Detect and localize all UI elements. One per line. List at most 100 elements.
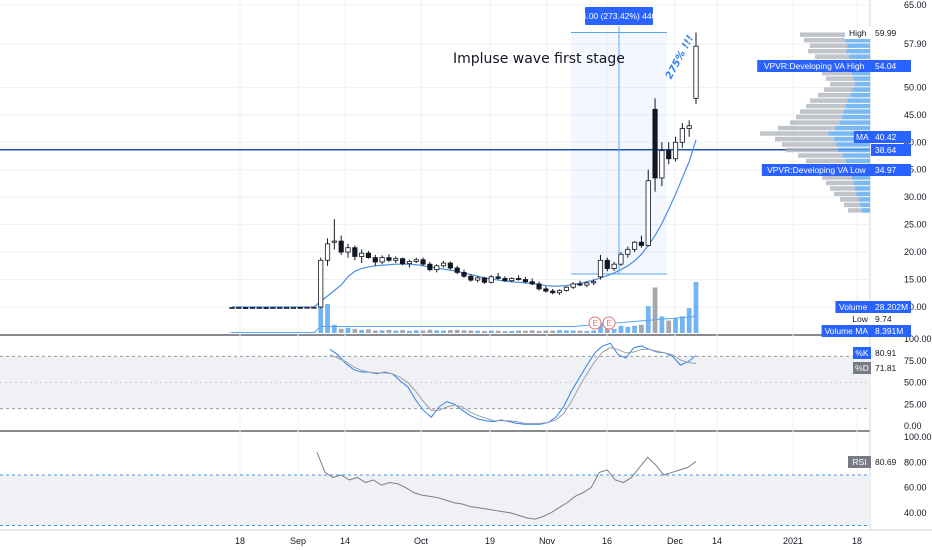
candle-body[interactable] [454, 267, 460, 273]
stoch-tick-label: 50.00 [904, 378, 927, 388]
candle-body[interactable] [365, 252, 372, 258]
candle-body[interactable] [652, 108, 658, 179]
time-tick-label: 2021 [783, 536, 803, 546]
candle-body[interactable] [277, 307, 283, 309]
candle-body[interactable] [359, 252, 365, 257]
candle-body[interactable] [406, 261, 412, 265]
candle-body[interactable] [563, 286, 569, 291]
rsi-pane [0, 452, 870, 526]
candle-body[interactable] [304, 306, 310, 309]
volume-bar [639, 324, 644, 333]
candle-body[interactable] [393, 258, 399, 261]
candle-body[interactable] [543, 288, 549, 292]
candle-body[interactable] [263, 307, 269, 309]
candle-body[interactable] [236, 307, 242, 309]
candle-body[interactable] [577, 283, 583, 286]
candle-body[interactable] [400, 258, 406, 265]
earnings-marker-1[interactable]: E [588, 316, 602, 330]
candle-body[interactable] [502, 278, 508, 282]
candle-body[interactable] [666, 150, 672, 160]
handwritten-note[interactable]: 275% !!! [664, 34, 696, 82]
candle-body[interactable] [434, 265, 440, 271]
rsi-tick-label: 60.00 [904, 483, 927, 493]
volume-profile-bar-buy [851, 175, 870, 180]
candle-body[interactable] [488, 276, 494, 283]
candle-body[interactable] [516, 278, 522, 280]
rsi-line [316, 452, 697, 520]
candle-body[interactable] [645, 180, 651, 246]
tag-label-bg [849, 313, 871, 325]
candle-body[interactable] [427, 263, 433, 271]
candle-body[interactable] [284, 307, 290, 309]
candle-body[interactable] [686, 125, 692, 129]
candle-body[interactable] [632, 241, 638, 250]
volume-bar [502, 331, 508, 333]
candle-body[interactable] [529, 281, 535, 285]
volume-bar [359, 329, 365, 333]
candle-body[interactable] [618, 253, 624, 265]
candle-body[interactable] [475, 277, 481, 281]
candle-body[interactable] [550, 290, 556, 294]
volume-profile-bar-buy [835, 125, 870, 131]
candle-body[interactable] [372, 257, 378, 263]
candle-body[interactable] [556, 290, 563, 294]
volume-bar [632, 325, 637, 333]
candle-body[interactable] [318, 259, 324, 308]
volume-profile-bar-sell [786, 147, 839, 153]
candle-body[interactable] [461, 272, 467, 277]
candle-body[interactable] [672, 141, 679, 160]
candle-body[interactable] [591, 281, 597, 284]
candle-body[interactable] [379, 257, 385, 263]
candle-body[interactable] [447, 262, 453, 269]
axis-tags: High 59.99 VPVR:Developing VA High 54.04 MA 4… [757, 27, 911, 468]
candle-body[interactable] [468, 275, 474, 281]
candle-body[interactable] [413, 259, 419, 262]
volume-bar [386, 329, 392, 333]
candle-body[interactable] [352, 247, 358, 257]
candle-body[interactable] [625, 248, 631, 255]
candle-body[interactable] [270, 307, 276, 309]
candle-body[interactable] [229, 307, 235, 309]
stoch-tag-label: %K [855, 348, 869, 358]
candle-body[interactable] [679, 128, 685, 143]
volume-bar [570, 330, 576, 333]
volume-bar [563, 330, 569, 333]
candle-body[interactable] [249, 307, 256, 309]
candle-body[interactable] [311, 306, 317, 309]
annotation-text[interactable]: Impluse wave first stage [453, 51, 625, 67]
candle-body[interactable] [509, 278, 515, 282]
candlesticks[interactable] [229, 32, 699, 309]
candle-body[interactable] [324, 243, 331, 261]
candle-body[interactable] [584, 282, 590, 286]
candle-body[interactable] [345, 247, 351, 253]
measure-tool[interactable] [571, 26, 667, 275]
tag-label: High [849, 28, 867, 38]
candle-body[interactable] [297, 307, 303, 309]
candle-body[interactable] [638, 241, 644, 246]
candle-body[interactable] [495, 276, 501, 279]
candle-body[interactable] [338, 240, 344, 253]
candle-body[interactable] [693, 45, 699, 99]
measure-label-box[interactable]: 44.00 (273.42%) 4400 [577, 7, 661, 25]
earnings-marker-2[interactable]: E [602, 316, 616, 330]
candle-body[interactable] [256, 307, 262, 309]
candle-body[interactable] [604, 259, 610, 269]
tag-label: Low [852, 314, 868, 324]
candle-body[interactable] [420, 259, 426, 265]
candle-body[interactable] [659, 150, 665, 179]
candle-body[interactable] [536, 283, 542, 290]
candle-body[interactable] [386, 257, 392, 261]
candle-body[interactable] [331, 240, 337, 243]
candle-body[interactable] [243, 307, 249, 309]
candle-body[interactable] [290, 307, 296, 309]
candle-body[interactable] [440, 262, 447, 267]
candle-body[interactable] [570, 283, 576, 288]
rsi-tag-label-bg [848, 456, 871, 468]
candle-body[interactable] [597, 259, 604, 278]
volume-profile-bar-buy [849, 54, 870, 59]
candle-body[interactable] [481, 277, 488, 283]
candle-body[interactable] [522, 279, 528, 283]
candle-body[interactable] [611, 263, 617, 269]
